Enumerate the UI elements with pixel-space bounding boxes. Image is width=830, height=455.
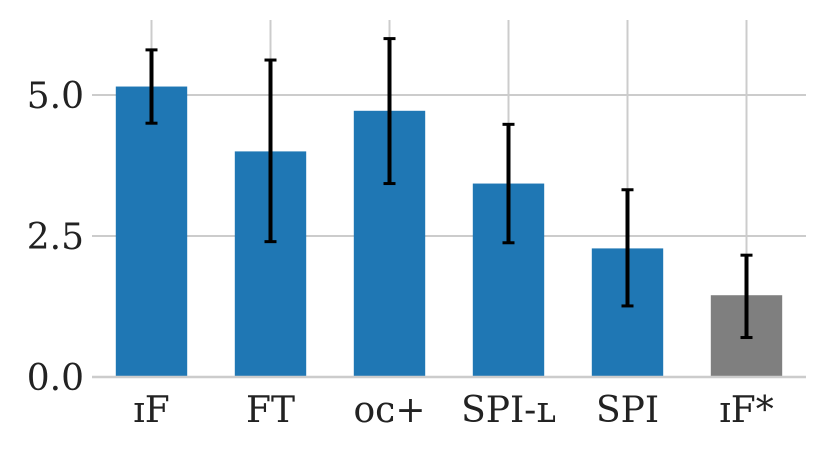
error-bar (264, 58, 277, 244)
y-tick-label: 5.0 (27, 76, 84, 117)
error-bar (740, 253, 753, 340)
label-layer: 0.0 2.5 5.0 ɪF FT ᴏᴄ+ SPI-ʟ SPI ɪF* (27, 76, 774, 431)
bar-layer (115, 86, 783, 378)
error-bar (502, 122, 515, 245)
y-tick-label: 0.0 (27, 358, 84, 399)
error-bar (383, 37, 396, 186)
x-tick-label: SPI-ʟ (461, 390, 556, 431)
x-tick-label: ᴏᴄ+ (354, 390, 426, 431)
error-bar-layer (145, 37, 753, 340)
x-tick-label: FT (246, 390, 295, 431)
x-tick-label: ɪF* (719, 390, 774, 431)
y-tick-label: 2.5 (27, 217, 84, 258)
grid-layer (92, 20, 806, 377)
error-bar (145, 48, 158, 125)
bar (115, 86, 188, 377)
x-tick-label: SPI (596, 390, 659, 431)
error-bar (621, 188, 634, 308)
x-tick-label: ɪF (133, 390, 170, 431)
